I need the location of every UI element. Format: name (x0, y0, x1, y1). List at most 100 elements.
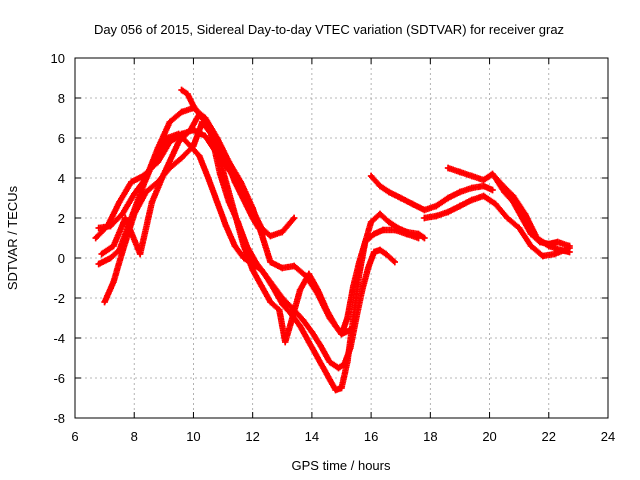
data-point (376, 246, 384, 254)
data-point (270, 284, 277, 292)
data-point (370, 230, 378, 238)
data-point (409, 200, 416, 208)
data-point (249, 214, 256, 222)
data-point (554, 238, 561, 246)
data-point (296, 286, 304, 294)
y-tick-label: 4 (58, 171, 65, 186)
data-point (279, 300, 286, 308)
data-point (504, 214, 511, 222)
data-point (276, 306, 283, 314)
data-point (397, 194, 404, 202)
data-point (305, 270, 313, 278)
x-tick-label: 20 (482, 429, 496, 444)
data-point (110, 278, 117, 286)
data-point (317, 342, 324, 350)
x-tick-label: 18 (423, 429, 437, 444)
series-sat-f (178, 86, 268, 238)
data-point (240, 242, 247, 250)
data-point (489, 170, 496, 178)
data-point (151, 154, 159, 162)
data-point (222, 178, 230, 186)
data-point (335, 364, 342, 372)
data-point (536, 238, 544, 246)
data-point (279, 264, 286, 272)
data-point (110, 242, 117, 250)
y-tick-label: 10 (51, 51, 65, 66)
data-point (421, 206, 428, 214)
data-point (350, 314, 357, 322)
data-point (163, 134, 170, 142)
data-point (489, 186, 496, 194)
data-point (468, 184, 475, 192)
data-point (184, 90, 191, 98)
data-point (296, 322, 304, 330)
data-point (515, 224, 523, 232)
data-point (116, 198, 123, 206)
data-point (287, 318, 295, 326)
data-point (101, 298, 108, 306)
data-point (480, 182, 487, 190)
data-point (492, 200, 499, 208)
data-point (299, 316, 307, 324)
data-point (290, 214, 298, 222)
y-tick-label: 8 (58, 91, 65, 106)
data-point (148, 198, 156, 206)
series-sat-j (492, 174, 573, 250)
data-point (282, 338, 289, 346)
data-point (175, 138, 182, 146)
data-point (205, 174, 212, 182)
data-point (421, 234, 428, 242)
data-point (456, 188, 464, 196)
y-tick-label: -2 (53, 291, 65, 306)
data-point (267, 258, 274, 266)
data-point (122, 214, 129, 222)
data-point (267, 232, 274, 240)
data-point (361, 238, 369, 246)
data-point (305, 338, 313, 346)
data-point (480, 192, 487, 200)
data-point (178, 154, 185, 162)
data-point (190, 102, 197, 110)
data-point (468, 172, 475, 180)
data-point (98, 250, 105, 258)
x-axis-label: GPS time / hours (292, 458, 391, 473)
data-point (225, 162, 233, 170)
data-point (231, 178, 239, 186)
y-tick-labels: -8 -6 -4 -2 0 2 4 6 8 10 (51, 51, 65, 426)
data-point (376, 182, 384, 190)
x-tick-label: 6 (71, 429, 78, 444)
data-point (370, 248, 378, 256)
data-point (510, 192, 517, 200)
data-point (480, 176, 487, 184)
data-point (175, 130, 182, 138)
data-point (95, 224, 102, 232)
data-point (433, 212, 440, 220)
data-point (237, 178, 245, 186)
data-point (178, 86, 185, 94)
data-point (107, 222, 114, 230)
data-point (521, 210, 529, 218)
data-points (92, 86, 573, 394)
data-point (139, 182, 147, 190)
data-point (95, 260, 102, 268)
data-point (202, 118, 209, 126)
data-point (213, 198, 221, 206)
data-point (208, 130, 215, 138)
data-point (332, 322, 339, 330)
data-point (196, 110, 203, 118)
x-tick-label: 14 (305, 429, 319, 444)
chart-title: Day 056 of 2015, Sidereal Day-to-day VTE… (94, 22, 564, 37)
data-point (187, 126, 194, 134)
data-point (190, 142, 197, 150)
data-point (539, 252, 547, 260)
data-point (364, 264, 372, 272)
data-point (344, 314, 351, 322)
data-point (142, 188, 150, 196)
data-point (468, 196, 475, 204)
data-point (403, 230, 410, 238)
data-point (344, 358, 351, 366)
data-point (196, 152, 203, 160)
y-tick-label: 6 (58, 131, 65, 146)
